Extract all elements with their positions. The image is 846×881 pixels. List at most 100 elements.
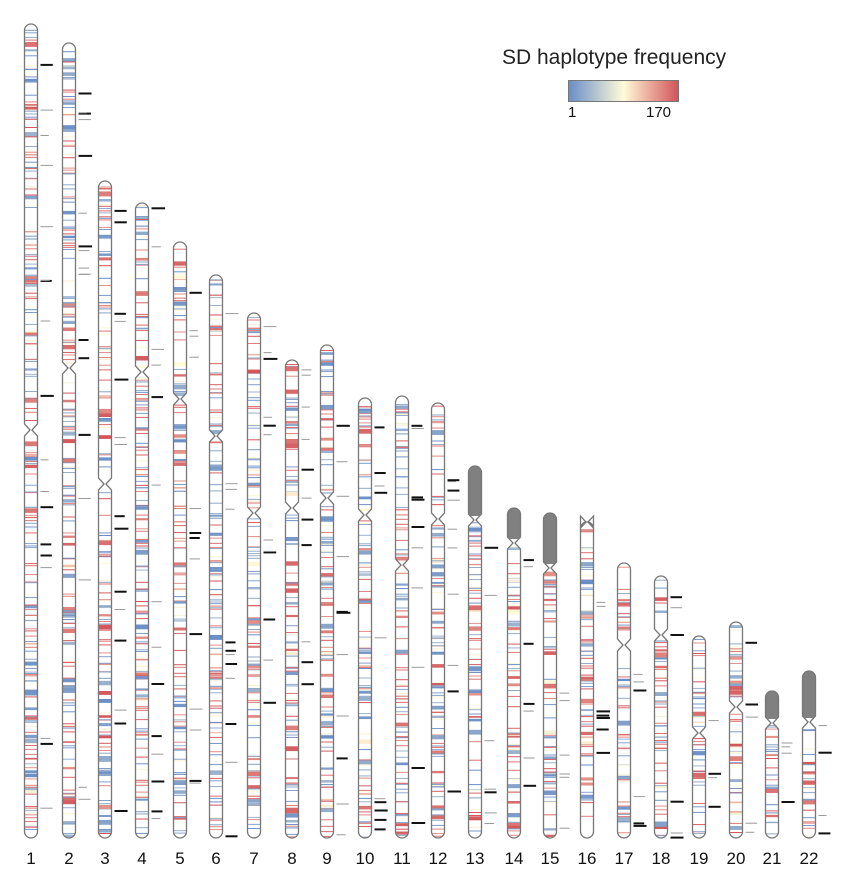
sd-band: [468, 693, 482, 696]
chromosome-outline: [801, 670, 817, 839]
sd-band: [580, 746, 594, 748]
sd-band: [209, 625, 223, 627]
sd-band: [468, 759, 482, 761]
sd-band: [802, 761, 816, 765]
sd-band: [209, 283, 223, 286]
sd-marker: [151, 207, 166, 210]
sd-band: [209, 688, 223, 690]
sd-band: [62, 610, 76, 612]
sd-band: [543, 599, 557, 601]
sd-band: [617, 589, 631, 590]
sd-band: [173, 547, 187, 549]
sd-band: [395, 584, 409, 586]
sd-band: [692, 691, 706, 693]
sd-band: [654, 722, 668, 724]
sd-band: [507, 664, 521, 666]
sd-band: [24, 94, 38, 96]
sd-band: [431, 728, 445, 729]
sd-band: [654, 743, 668, 745]
sd-band: [802, 817, 816, 819]
sd-band: [285, 448, 299, 450]
sd-band: [431, 694, 445, 696]
sd-band: [654, 762, 668, 764]
sd-band: [24, 106, 38, 110]
sd-band: [285, 715, 299, 717]
sd-band: [431, 814, 445, 820]
sd-band: [468, 590, 482, 592]
sd-band: [135, 669, 149, 671]
sd-band: [580, 594, 594, 595]
sd-band: [431, 581, 445, 583]
sd-band: [24, 259, 38, 261]
sd-band: [62, 789, 76, 791]
sd-band: [692, 715, 706, 717]
sd-marker: [781, 752, 792, 754]
sd-band: [617, 742, 631, 744]
sd-band: [543, 651, 557, 655]
sd-band: [98, 605, 112, 608]
sd-marker: [40, 109, 53, 111]
sd-band: [247, 357, 261, 359]
sd-band: [62, 245, 76, 247]
chromosome-outline: [506, 507, 522, 839]
chromosome-outline: [542, 512, 558, 839]
chromosome-label-20: 20: [727, 849, 746, 868]
sd-band: [209, 502, 223, 504]
sd-band: [285, 415, 299, 417]
sd-band: [209, 470, 223, 471]
sd-marker: [374, 491, 388, 494]
sd-band: [431, 535, 445, 537]
sd-band: [358, 650, 372, 652]
sd-band: [135, 659, 149, 661]
sd-band: [247, 698, 261, 700]
chromosome-label-3: 3: [100, 849, 109, 868]
sd-marker: [189, 508, 201, 509]
sd-band: [209, 384, 223, 386]
sd-band: [24, 285, 38, 287]
sd-band: [543, 801, 557, 803]
sd-band: [135, 339, 149, 341]
sd-band: [320, 774, 334, 776]
sd-band: [24, 492, 38, 494]
sd-band: [729, 742, 743, 744]
sd-band: [247, 525, 261, 527]
sd-band: [173, 725, 187, 727]
sd-band: [285, 725, 299, 731]
sd-marker: [818, 815, 827, 816]
sd-band: [320, 604, 334, 606]
sd-band: [431, 746, 445, 748]
sd-band: [285, 819, 299, 823]
sd-band: [173, 434, 187, 438]
sd-band: [135, 400, 149, 402]
sd-band: [431, 469, 445, 471]
sd-band: [62, 144, 76, 146]
sd-band: [209, 687, 223, 689]
sd-band: [209, 819, 223, 821]
sd-band: [24, 620, 38, 622]
sd-band: [729, 719, 743, 721]
sd-band: [692, 667, 706, 669]
sd-band: [247, 688, 261, 693]
sd-band: [173, 425, 187, 429]
sd-band: [173, 384, 187, 390]
sd-band: [209, 567, 223, 572]
sd-marker: [596, 728, 609, 731]
sd-band: [320, 587, 334, 588]
sd-band: [98, 592, 112, 594]
sd-marker: [40, 459, 49, 461]
sd-band: [395, 446, 409, 448]
sd-band: [431, 414, 445, 416]
sd-band: [247, 605, 261, 606]
sd-band: [24, 778, 38, 780]
sd-band: [247, 335, 261, 337]
sd-band: [395, 607, 409, 609]
sd-band: [98, 277, 112, 279]
sd-band: [358, 775, 372, 777]
sd-band: [24, 508, 38, 513]
sd-band: [247, 561, 261, 567]
sd-band: [802, 754, 816, 755]
sd-marker: [336, 611, 351, 614]
sd-band: [654, 786, 668, 788]
sd-band: [468, 816, 482, 821]
chromosome-body: [507, 508, 521, 838]
